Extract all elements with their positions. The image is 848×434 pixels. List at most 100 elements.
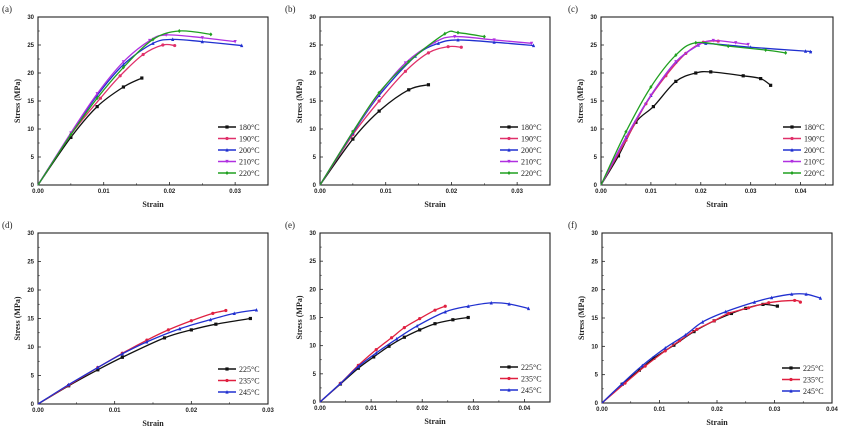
legend-item: 180°C [783, 123, 825, 132]
series-line [37, 77, 143, 186]
marker-triangle-up [466, 304, 470, 308]
marker-square [248, 316, 252, 321]
series-220C [37, 29, 213, 186]
marker-circle [426, 51, 431, 55]
series-line [37, 43, 175, 186]
legend-label: 225°C [521, 363, 542, 372]
panel-label: (d) [2, 220, 13, 230]
series-line [37, 317, 251, 405]
y-tick-label: 20 [27, 288, 34, 294]
legend-label: 180°C [804, 123, 825, 132]
legend-label: 225°C [803, 364, 824, 373]
legend-item: 190°C [783, 135, 825, 144]
y-axis-title: Stress (MPa) [13, 296, 22, 340]
series-line [37, 309, 226, 405]
panel-d: (d) 0 5 10 15 20 25 30 0.00 0.01 0.02 0.03 Strain Str… [2, 220, 274, 428]
panel-label: (e) [285, 220, 295, 230]
marker-triangle-down [649, 93, 653, 98]
y-tick-label: 30 [27, 231, 34, 237]
series-190C [37, 43, 177, 186]
marker-circle [189, 319, 193, 323]
plot-frame [601, 232, 833, 404]
series-225C [37, 316, 252, 405]
legend-label: 235°C [239, 377, 260, 386]
panel-label: (f) [568, 220, 577, 230]
x-tick-label: 0.02 [711, 407, 723, 413]
x-axis-title: Strain [142, 200, 164, 209]
y-tick-label: 5 [595, 373, 599, 379]
marker-triangle-down [674, 60, 678, 64]
marker-triangle-up [200, 39, 204, 44]
legend-label: 220°C [239, 169, 260, 178]
marker-circle [507, 136, 511, 141]
y-tick-label: 30 [309, 231, 316, 237]
marker-triangle-up [531, 43, 536, 48]
marker-circle [726, 311, 731, 316]
legend-item: 225°C [500, 363, 542, 372]
series-line [600, 40, 719, 186]
marker-circle [166, 328, 170, 332]
marker-circle [418, 317, 422, 321]
marker-triangle-up [803, 49, 808, 53]
y-tick-label: 25 [309, 43, 316, 49]
marker-square [709, 70, 713, 74]
y-tick-label: 30 [591, 231, 598, 237]
marker-circle [224, 308, 228, 313]
marker-triangle-up [492, 40, 496, 44]
legend-label: 180°C [239, 123, 260, 132]
y-tick-label: 25 [309, 259, 316, 265]
marker-square [769, 83, 773, 87]
series-line [319, 302, 529, 403]
marker-diamond [377, 90, 381, 95]
marker-triangle-up [683, 333, 687, 337]
marker-triangle-up [67, 382, 71, 387]
marker-square [120, 355, 124, 359]
marker-triangle-up [151, 41, 155, 45]
y-tick-label: 20 [309, 287, 316, 293]
marker-triangle-up [456, 37, 460, 42]
series-line [319, 316, 469, 403]
marker-triangle-up [96, 365, 100, 370]
series-line [601, 293, 821, 404]
marker-triangle-up [145, 339, 149, 344]
marker-triangle-up [208, 317, 213, 322]
panel-label: (a) [2, 4, 12, 14]
marker-triangle-up [171, 37, 175, 41]
marker-diamond [69, 132, 73, 137]
y-tick-label: 15 [27, 99, 34, 105]
marker-circle [446, 45, 450, 49]
marker-triangle-up [374, 350, 378, 355]
marker-triangle-up [701, 319, 705, 324]
legend: 225°C 235°C 245°C [782, 364, 824, 396]
marker-square [466, 315, 470, 320]
marker-square [507, 365, 511, 369]
marker-square [140, 76, 144, 80]
y-tick-label: 0 [595, 401, 599, 407]
x-tick-label: 0.01 [365, 406, 377, 412]
marker-circle [793, 298, 797, 303]
series-225C [601, 302, 779, 404]
legend-item: 200°C [500, 146, 542, 155]
legend-label: 245°C [521, 386, 542, 395]
marker-triangle-up [507, 388, 511, 392]
marker-triangle-down [507, 159, 511, 164]
marker-square [789, 366, 793, 370]
marker-triangle-down [790, 159, 794, 164]
marker-triangle-up [790, 292, 794, 296]
marker-diamond [443, 31, 447, 36]
panel-label: (c) [568, 4, 578, 14]
marker-triangle-up [789, 389, 793, 393]
marker-diamond [507, 171, 511, 175]
marker-square [387, 344, 391, 348]
marker-triangle-up [752, 300, 756, 304]
marker-square [377, 109, 381, 113]
legend-label: 235°C [803, 376, 824, 385]
x-tick-label: 0.03 [229, 189, 241, 195]
x-axis-title: Strain [424, 417, 446, 426]
x-tick-label: 0.00 [596, 407, 608, 413]
marker-triangle-down [121, 60, 126, 64]
marker-triangle-down [233, 40, 237, 44]
y-tick-label: 0 [594, 183, 598, 189]
legend-item: 210°C [218, 158, 260, 167]
x-tick-label: 0.02 [164, 189, 176, 195]
